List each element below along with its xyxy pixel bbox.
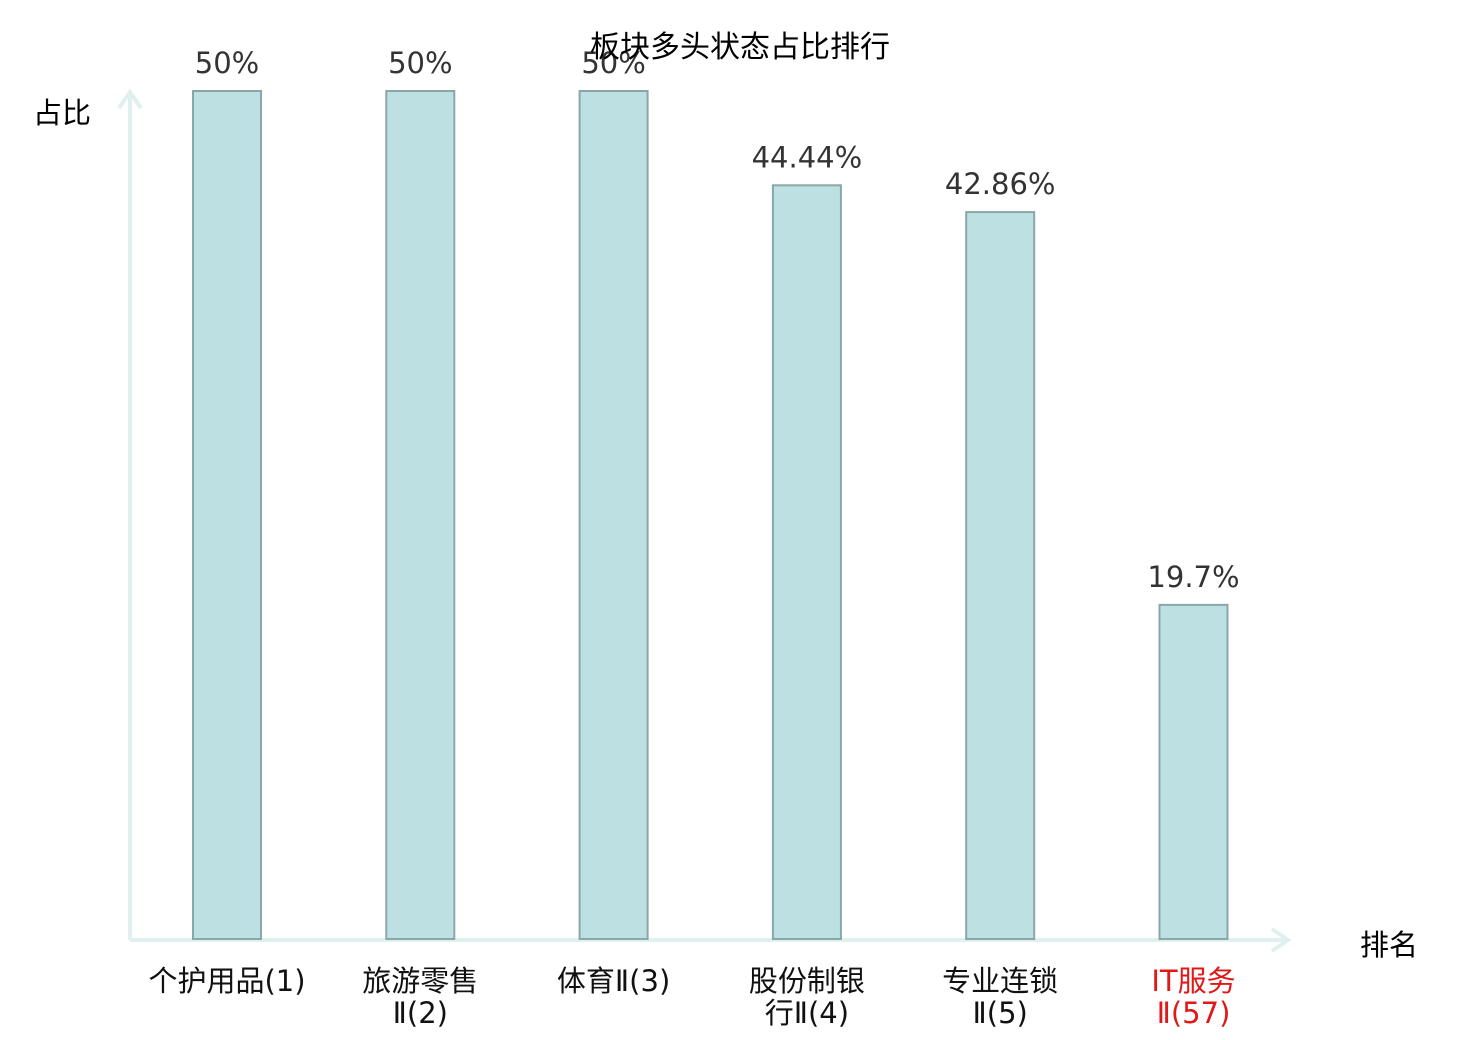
bar-2 bbox=[578, 90, 649, 940]
category-label-5-line-1: Ⅱ(57) bbox=[1156, 996, 1231, 1030]
y-axis-arrow bbox=[117, 88, 143, 110]
bars bbox=[192, 90, 1229, 940]
value-label-4: 42.86% bbox=[945, 167, 1056, 201]
category-label-5: IT服务 Ⅱ(57) bbox=[1094, 965, 1294, 1029]
category-label-5-line-0: IT服务 bbox=[1151, 964, 1236, 998]
bar-1 bbox=[385, 90, 456, 940]
category-label-4-line-1: Ⅱ(5) bbox=[972, 996, 1028, 1030]
chart-title: 板块多头状态占比排行 bbox=[590, 30, 890, 65]
value-label-3: 44.44% bbox=[752, 140, 863, 174]
y-axis-label: 占比 bbox=[33, 96, 92, 130]
category-label-3-line-1: 行Ⅱ(4) bbox=[764, 996, 850, 1030]
category-label-1-line-0: 旅游零售 bbox=[362, 964, 479, 998]
value-labels: 50% 50% 50% 44.44% 42.86% 19.7% bbox=[195, 46, 1240, 594]
category-label-4: 专业连锁 Ⅱ(5) bbox=[900, 965, 1100, 1029]
value-label-0: 50% bbox=[195, 46, 259, 80]
category-label-1-line-1: Ⅱ(2) bbox=[392, 996, 448, 1030]
category-label-1: 旅游零售 Ⅱ(2) bbox=[320, 965, 520, 1029]
value-label-5: 19.7% bbox=[1147, 560, 1239, 594]
category-label-3-line-0: 股份制银 bbox=[748, 964, 865, 998]
category-label-4-line-0: 专业连锁 bbox=[942, 964, 1059, 998]
bar-4 bbox=[965, 211, 1036, 940]
category-label-3: 股份制银 行Ⅱ(4) bbox=[707, 965, 907, 1029]
axes bbox=[117, 88, 1292, 953]
category-label-0-line-0: 个护用品(1) bbox=[148, 964, 306, 998]
bar-0 bbox=[192, 90, 262, 940]
x-axis-label: 排名 bbox=[1360, 928, 1419, 962]
value-label-1: 50% bbox=[388, 46, 452, 80]
category-label-2-line-0: 体育Ⅱ(3) bbox=[556, 964, 671, 998]
x-axis-arrow bbox=[1270, 927, 1292, 953]
bar-5 bbox=[1158, 603, 1229, 940]
category-label-0: 个护用品(1) bbox=[127, 965, 327, 997]
category-label-2: 体育Ⅱ(3) bbox=[514, 965, 714, 997]
value-label-2: 50% bbox=[581, 46, 645, 80]
bar-3 bbox=[771, 184, 842, 940]
